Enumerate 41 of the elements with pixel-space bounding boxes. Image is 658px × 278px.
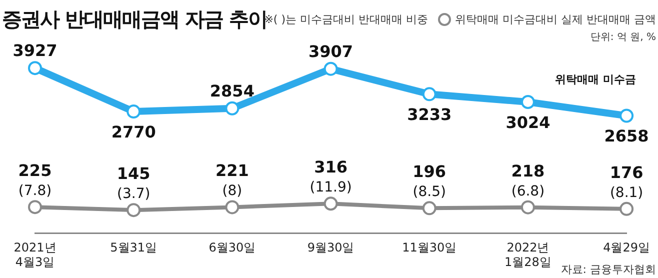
data-label: 218 (6.8) bbox=[511, 161, 545, 200]
data-label: 316 (11.9) bbox=[310, 158, 352, 196]
x-tick-label: 5월31일 bbox=[110, 240, 158, 255]
x-tick-label: 2021년 4월3일 bbox=[14, 240, 56, 269]
point bbox=[520, 200, 535, 214]
chart-title: 증권사 반대매매금액 자금 추이 bbox=[2, 6, 267, 33]
point bbox=[126, 104, 141, 119]
data-label: 225 (7.8) bbox=[18, 161, 52, 200]
point bbox=[126, 203, 141, 218]
point bbox=[225, 101, 240, 116]
data-label: 3927 bbox=[12, 41, 58, 60]
data-label: 196 (8.5) bbox=[412, 162, 446, 200]
point bbox=[620, 108, 634, 123]
text: 자료: 금융투자협회 bbox=[560, 262, 656, 277]
point bbox=[28, 61, 42, 76]
legend-label: 위탁매매 미수금대비 실제 반대매매 금액 bbox=[455, 12, 656, 27]
data-label: 2770 bbox=[111, 122, 156, 142]
point bbox=[620, 202, 634, 216]
data-label: 176 (8.1) bbox=[610, 162, 644, 201]
point bbox=[422, 201, 436, 216]
series-label: 위탁매매 미수금 bbox=[555, 72, 636, 87]
x-tick-label: 9월30일 bbox=[307, 240, 354, 255]
point bbox=[324, 62, 338, 76]
point bbox=[520, 95, 535, 110]
point bbox=[225, 200, 240, 214]
data-label: 3024 bbox=[506, 113, 550, 132]
text: 단위: 억 원, % bbox=[590, 31, 656, 44]
data-label: 145 (3.7) bbox=[116, 164, 150, 202]
point bbox=[324, 196, 338, 211]
x-tick-label: 2022년 1월28일 bbox=[504, 240, 552, 269]
data-label: 2658 bbox=[604, 126, 649, 146]
data-label: 3907 bbox=[308, 42, 354, 61]
x-tick-label: 4월29일 bbox=[603, 240, 650, 255]
data-label: 221 (8) bbox=[215, 161, 249, 200]
data-label: 3233 bbox=[407, 105, 452, 124]
text: ※( )는 미수금대비 반대매매 비중 bbox=[264, 13, 428, 26]
x-tick-label: 6월30일 bbox=[208, 240, 256, 255]
point bbox=[28, 200, 42, 214]
x-tick-label: 11월30일 bbox=[402, 240, 457, 255]
data-label: 2854 bbox=[210, 81, 254, 100]
point bbox=[422, 87, 436, 102]
